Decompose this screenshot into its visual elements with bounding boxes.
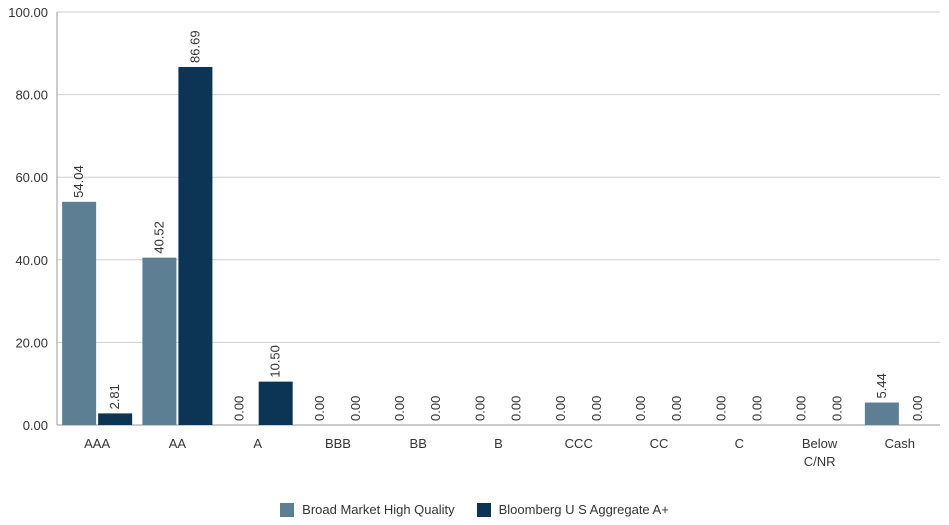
y-tick-label: 0.00 xyxy=(23,418,48,433)
data-label: 5.44 xyxy=(874,373,889,398)
x-tick-label: AA xyxy=(169,436,187,451)
data-label: 2.81 xyxy=(107,384,122,409)
y-tick-label: 20.00 xyxy=(15,335,48,350)
data-label: 0.00 xyxy=(392,396,407,421)
data-label: 0.00 xyxy=(589,396,604,421)
bar-series-2 xyxy=(258,381,293,425)
legend-item-series-2: Bloomberg U S Aggregate A+ xyxy=(476,502,669,517)
x-tick-label: AAA xyxy=(84,436,110,451)
data-label: 0.00 xyxy=(553,396,568,421)
legend-swatch-series-1 xyxy=(280,502,295,517)
data-label: 0.00 xyxy=(830,396,845,421)
data-label: 0.00 xyxy=(232,396,247,421)
x-tick-label: A xyxy=(253,436,262,451)
legend-label-series-2: Bloomberg U S Aggregate A+ xyxy=(498,502,669,517)
x-tick-label: Below C/NR xyxy=(802,436,838,469)
data-label: 40.52 xyxy=(151,221,166,254)
x-tick-label: Cash xyxy=(885,436,915,451)
data-label: 0.00 xyxy=(669,396,684,421)
data-label: 0.00 xyxy=(473,396,488,421)
data-label: 86.69 xyxy=(187,30,202,63)
y-tick-label: 40.00 xyxy=(15,253,48,268)
data-label: 0.00 xyxy=(794,396,809,421)
x-tick-label: BBB xyxy=(325,436,351,451)
legend-swatch-series-2 xyxy=(476,502,491,517)
x-tick-label: CC xyxy=(650,436,669,451)
legend: Broad Market High Quality Bloomberg U S … xyxy=(0,502,949,517)
data-label: 10.50 xyxy=(268,345,283,378)
bar-series-1 xyxy=(864,402,899,425)
data-label: 54.04 xyxy=(71,165,86,198)
data-label: 0.00 xyxy=(910,396,925,421)
data-label: 0.00 xyxy=(633,396,648,421)
x-tick-label: C xyxy=(735,436,744,451)
data-label: 0.00 xyxy=(312,396,327,421)
data-label: 0.00 xyxy=(348,396,363,421)
bar-series-1 xyxy=(62,201,97,425)
legend-label-series-1: Broad Market High Quality xyxy=(302,502,455,517)
data-label: 0.00 xyxy=(713,396,728,421)
data-label: 0.00 xyxy=(509,396,524,421)
y-tick-label: 100.00 xyxy=(8,5,48,20)
bar-series-2 xyxy=(178,66,213,425)
bar-series-2 xyxy=(98,413,133,425)
data-label: 0.00 xyxy=(428,396,443,421)
x-tick-label: B xyxy=(494,436,503,451)
x-tick-label: BB xyxy=(410,436,427,451)
y-tick-label: 60.00 xyxy=(15,170,48,185)
x-tick-label: CCC xyxy=(565,436,593,451)
data-label: 0.00 xyxy=(749,396,764,421)
bar-series-1 xyxy=(142,257,177,425)
y-tick-label: 80.00 xyxy=(15,88,48,103)
legend-item-series-1: Broad Market High Quality xyxy=(280,502,455,517)
